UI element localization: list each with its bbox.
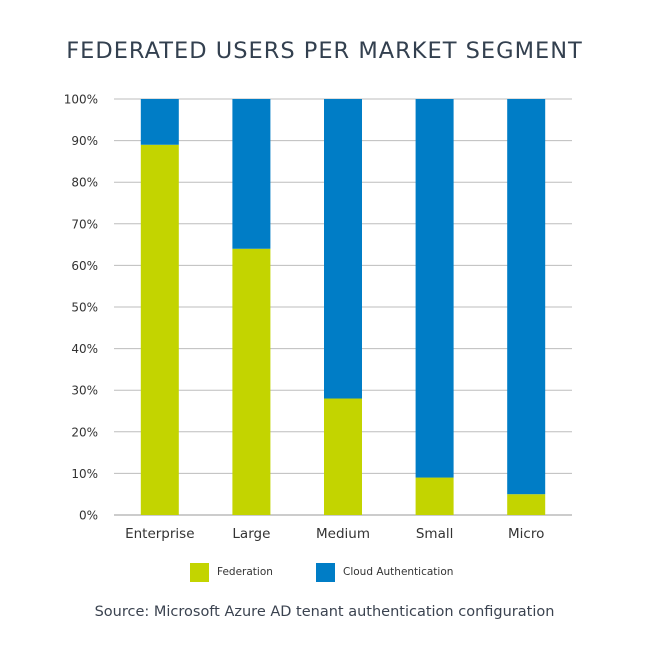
bar-cloud-authentication-medium <box>324 99 362 399</box>
bar-federation-enterprise <box>140 144 179 515</box>
y-tick-label: 60% <box>71 259 98 273</box>
x-tick-label: Enterprise <box>125 526 194 542</box>
x-tick-label: Small <box>416 526 454 542</box>
y-tick-label: 50% <box>71 301 98 315</box>
y-tick-label: 20% <box>71 425 98 439</box>
legend-label-cloud-authentication: Cloud Authentication <box>343 566 454 578</box>
y-tick-label: 90% <box>71 134 98 148</box>
x-tick-label: Medium <box>316 526 370 542</box>
x-tick-label: Micro <box>508 526 544 542</box>
bar-cloud-authentication-small <box>415 99 454 478</box>
source-note: Source: Microsoft Azure AD tenant authen… <box>94 604 555 620</box>
bar-federation-medium <box>324 398 362 515</box>
legend-label-federation: Federation <box>217 566 273 578</box>
bar-cloud-authentication-enterprise <box>140 99 179 145</box>
y-tick-label: 0% <box>79 509 98 523</box>
y-tick-label: 40% <box>71 342 98 356</box>
x-axis-ticks: Enterprise Large Medium Small Micro <box>125 526 544 542</box>
y-tick-label: 10% <box>71 467 98 481</box>
bar-federation-micro <box>507 494 546 515</box>
bar-cloud-authentication-large <box>232 99 271 249</box>
y-tick-label: 70% <box>71 217 98 231</box>
y-tick-label: 30% <box>71 384 98 398</box>
bars-layer <box>140 99 546 515</box>
bar-cloud-authentication-micro <box>507 99 546 495</box>
legend-swatch-cloud-authentication <box>316 562 335 582</box>
y-tick-label: 100% <box>64 93 98 107</box>
bar-federation-small <box>415 477 454 515</box>
legend: Federation Cloud Authentication <box>0 561 649 583</box>
x-tick-label: Large <box>232 526 270 542</box>
y-tick-label: 80% <box>71 176 98 190</box>
legend-swatch-federation <box>190 562 209 582</box>
y-axis-ticks: 0% 10% 20% 30% 40% 50% 60% 70% 80% 90% 100% <box>64 93 98 523</box>
bar-federation-large <box>232 248 271 515</box>
chart-title: FEDERATED USERS PER MARKET SEGMENT <box>66 38 583 64</box>
legend-item-federation: Federation <box>190 561 273 583</box>
legend-item-cloud-authentication: Cloud Authentication <box>316 561 453 583</box>
